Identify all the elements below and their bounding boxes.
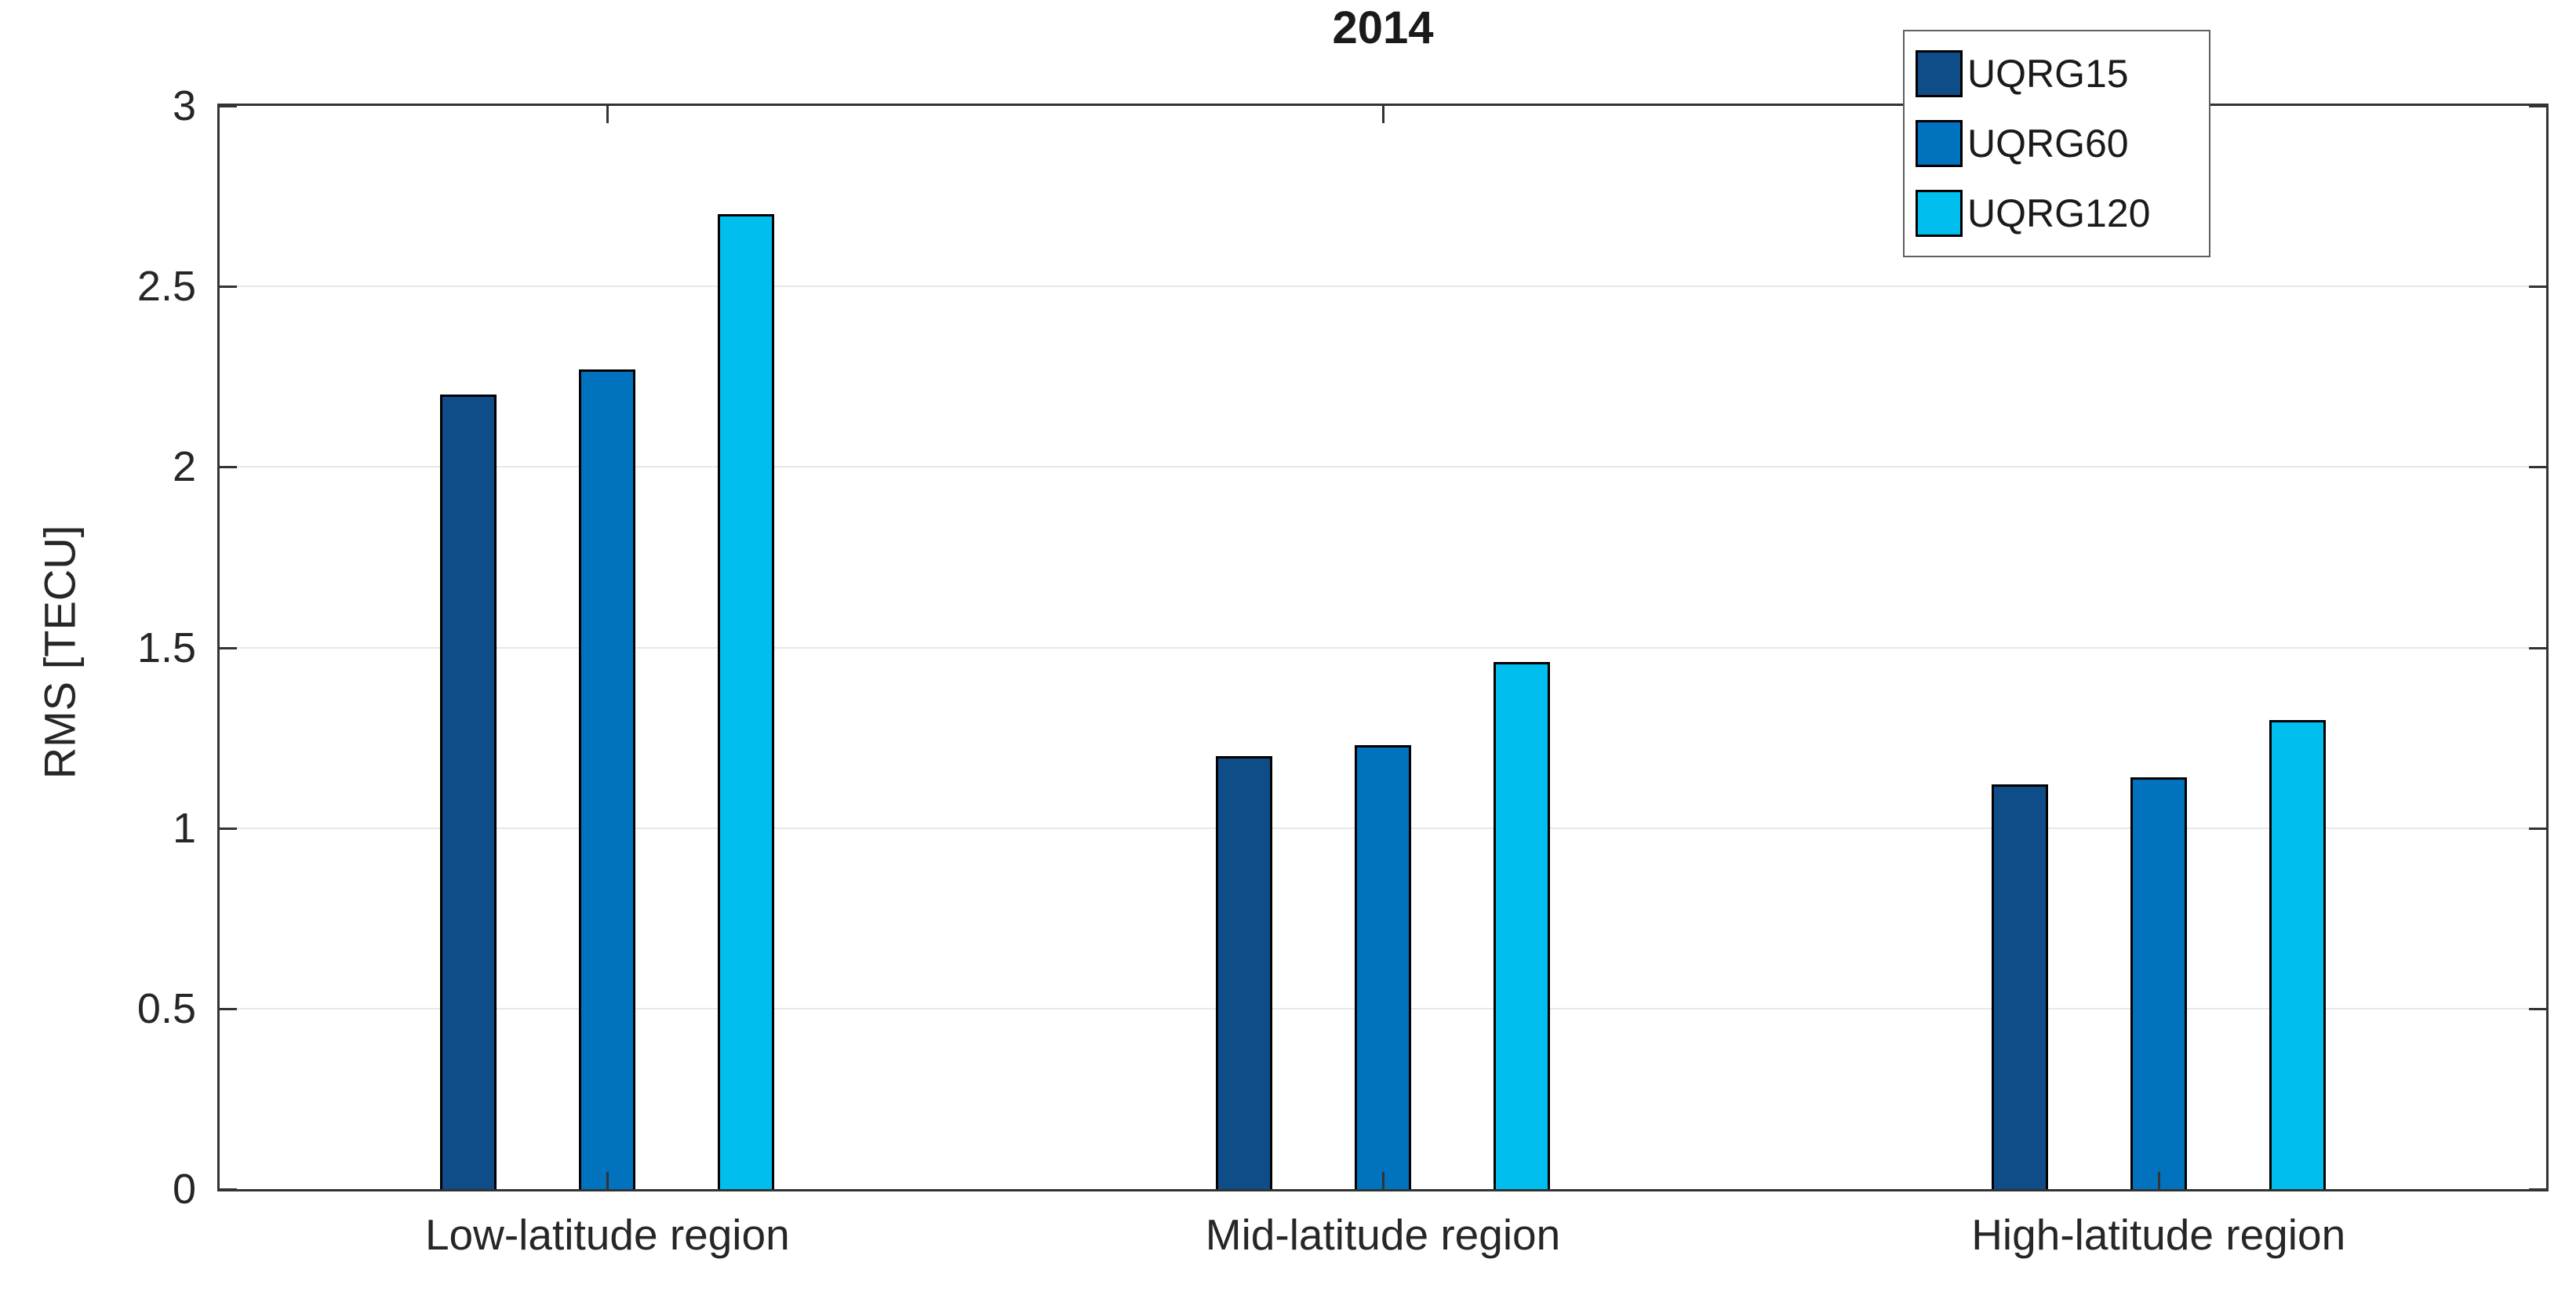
y-tick-label: 0	[172, 1166, 196, 1213]
bar-uqrg120	[1494, 661, 1550, 1189]
x-category-label: Mid-latitude region	[1205, 1210, 1561, 1259]
y-tick-mark	[220, 827, 237, 830]
legend-label: UQRG15	[1967, 52, 2129, 96]
x-tick-mark	[1382, 106, 1384, 123]
legend-item-uqrg15: UQRG15	[1916, 50, 2209, 98]
legend-label: UQRG120	[1967, 191, 2151, 235]
y-tick-mark	[220, 646, 237, 649]
y-tick-label: 0.5	[136, 984, 196, 1032]
y-tick-mark	[2529, 646, 2546, 649]
bar-group: Low-latitude region	[220, 106, 995, 1259]
y-tick-label: 2	[172, 443, 196, 491]
y-gridline	[220, 286, 2546, 288]
x-tick-mark	[1382, 1172, 1384, 1189]
y-tick-label: 1.5	[136, 624, 196, 671]
chart-title: 2014	[1332, 2, 1434, 53]
y-gridline	[220, 646, 2546, 649]
legend-item-uqrg60: UQRG60	[1916, 119, 2209, 167]
y-axis-label: RMS [TECU]	[35, 525, 85, 780]
x-tick-mark	[606, 1172, 609, 1189]
y-tick-mark	[2529, 286, 2546, 289]
bar-uqrg60	[579, 369, 636, 1189]
y-tick-mark	[2529, 105, 2546, 107]
bar-group: Mid-latitude region	[995, 106, 1771, 1259]
x-category-label: High-latitude region	[1971, 1210, 2346, 1259]
bar-group: High-latitude region	[1770, 106, 2546, 1259]
y-tick-label: 2.5	[136, 263, 196, 311]
y-tick-mark	[2529, 466, 2546, 469]
bar-uqrg60	[2130, 777, 2187, 1189]
legend-swatch-icon	[1916, 50, 1963, 98]
y-tick-mark	[220, 286, 237, 289]
legend-label: UQRG60	[1967, 121, 2129, 166]
y-tick-mark	[2529, 827, 2546, 830]
y-tick-label: 1	[172, 804, 196, 852]
y-tick-mark	[220, 1007, 237, 1010]
bar-uqrg120	[718, 214, 775, 1189]
y-tick-mark	[220, 105, 237, 107]
legend: UQRG15 UQRG60 UQRG120	[1903, 30, 2210, 257]
bar-uqrg60	[1355, 744, 1411, 1189]
x-tick-mark	[606, 106, 609, 123]
x-tick-mark	[2157, 1172, 2160, 1189]
legend-item-uqrg120: UQRG120	[1916, 189, 2209, 237]
legend-swatch-icon	[1916, 189, 1963, 237]
x-category-label: Low-latitude region	[424, 1210, 790, 1259]
bar-uqrg120	[2269, 719, 2326, 1189]
legend-swatch-icon	[1916, 119, 1963, 167]
y-tick-label: 3	[172, 82, 196, 129]
bar-uqrg15	[440, 395, 497, 1189]
bar-uqrg15	[1991, 784, 2048, 1189]
y-tick-mark	[2529, 1188, 2546, 1191]
plot-area: Low-latitude region Mid-latitude region Hi…	[137, 82, 2549, 1259]
bar-uqrg15	[1216, 755, 1272, 1189]
y-gridline	[220, 466, 2546, 468]
y-tick-mark	[2529, 1007, 2546, 1010]
y-tick-mark	[220, 466, 237, 469]
bar-groups-container: Low-latitude region Mid-latitude region Hi…	[220, 106, 2546, 1259]
y-tick-mark	[220, 1188, 237, 1191]
